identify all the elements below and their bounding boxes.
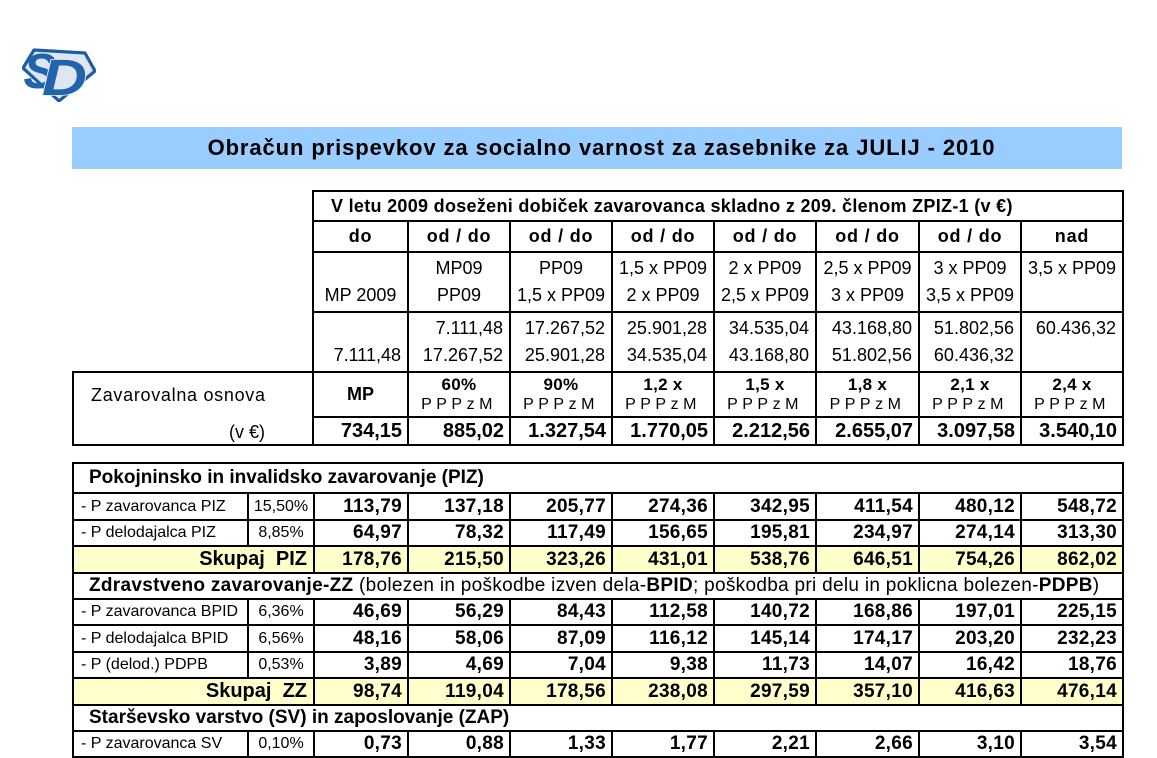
- svg-text:S: S: [24, 48, 57, 99]
- svg-text:D: D: [42, 50, 87, 102]
